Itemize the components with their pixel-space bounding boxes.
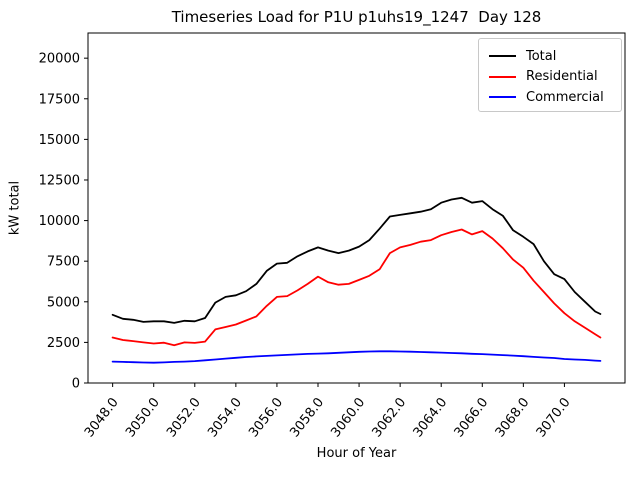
series-line-commercial [111,350,602,364]
y-tick-label: 15000 [39,133,80,148]
legend-label-total: Total [526,48,557,64]
legend: Total Residential Commercial [478,38,622,112]
legend-item-commercial: Commercial [489,87,613,108]
y-tick-label: 5000 [47,295,80,310]
y-tick-label: 0 [72,377,80,392]
x-tick-label: 3068.0 [493,395,533,440]
x-tick-label: 3056.0 [246,395,286,440]
x-tick-label: 3058.0 [287,395,327,440]
x-tick-label: 3052.0 [164,395,204,440]
y-tick-label: 2500 [47,336,80,351]
legend-line-swatch-total [489,55,516,58]
x-axis-label: Hour of Year [316,446,397,461]
x-tick-label: 3062.0 [369,395,409,440]
y-tick-label: 12500 [39,173,80,188]
y-axis-label: kW total [7,180,23,236]
legend-line-swatch-commercial [489,96,516,99]
x-tick-label: 3054.0 [205,395,245,440]
legend-item-residential: Residential [489,67,613,88]
x-tick-label: 3050.0 [123,395,163,440]
series-line-total [111,196,602,324]
y-tick-label: 7500 [47,255,80,270]
y-tick-label: 17500 [39,92,80,107]
x-tick-label: 3048.0 [82,395,122,440]
x-tick-label: 3070.0 [534,395,574,440]
x-tick-label: 3060.0 [328,395,368,440]
x-tick-label: 3064.0 [411,395,451,440]
legend-label-residential: Residential [526,69,598,85]
y-tick-label: 10000 [39,214,80,229]
legend-label-commercial: Commercial [526,89,604,105]
series-line-residential [111,228,602,347]
legend-item-total: Total [489,46,613,67]
chart-title: Timeseries Load for P1U p1uhs19_1247 Day… [171,8,542,26]
axes-frame [87,32,626,384]
y-tick-label: 20000 [39,52,80,67]
legend-line-swatch-residential [489,75,516,78]
x-tick-label: 3066.0 [452,395,492,440]
